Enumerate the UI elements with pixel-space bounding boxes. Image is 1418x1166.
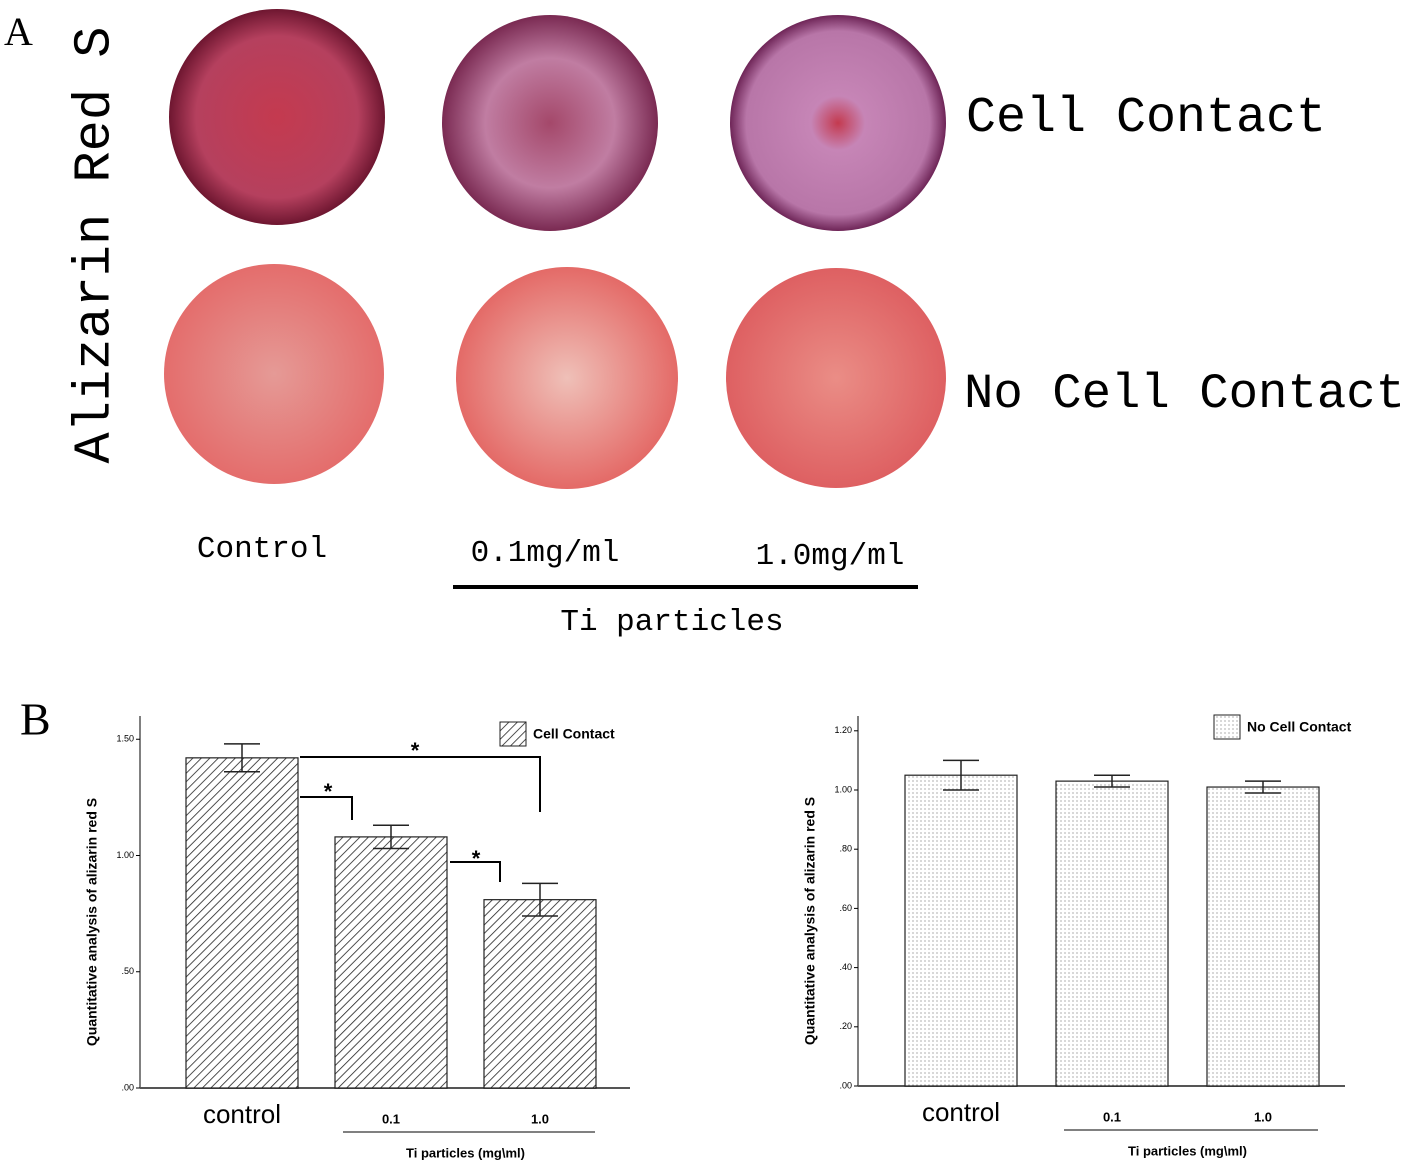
legend-swatch xyxy=(499,721,527,747)
y-tick-label: .80 xyxy=(839,844,852,854)
well-photo xyxy=(730,15,946,231)
y-axis-title: Quantitative analysis of alizarin red S xyxy=(84,798,100,1046)
significance-label: * xyxy=(324,779,333,804)
group-label: Ti particles xyxy=(560,605,783,640)
y-tick-label: .40 xyxy=(839,962,852,972)
well-photo xyxy=(442,15,658,231)
well-photo xyxy=(456,267,678,489)
error-bar xyxy=(1245,780,1281,794)
significance-label: * xyxy=(472,846,481,871)
y-tick-label: .50 xyxy=(121,966,134,976)
y-tick-label: .20 xyxy=(839,1021,852,1031)
legend-label: No Cell Contact xyxy=(1247,719,1352,735)
y-tick-label: .00 xyxy=(121,1082,134,1092)
bar xyxy=(483,899,597,1089)
bar xyxy=(334,836,448,1089)
significance-label: * xyxy=(411,738,420,763)
column-label: Control xyxy=(197,532,327,567)
panel-label: A xyxy=(4,9,33,54)
legend-swatch xyxy=(1213,714,1241,740)
error-bar xyxy=(943,759,979,791)
legend-label: Cell Contact xyxy=(533,726,615,742)
x-tick-label: 0.1 xyxy=(1103,1109,1121,1124)
bar xyxy=(1055,780,1169,1087)
y-tick-label: .60 xyxy=(839,903,852,913)
significance-bracket xyxy=(300,756,541,812)
y-tick-label: 1.00 xyxy=(116,850,134,860)
y-tick-label: .00 xyxy=(839,1080,852,1090)
significance-bracket xyxy=(450,861,501,882)
x-tick-label: 1.0 xyxy=(1254,1109,1272,1124)
y-tick-label: 1.50 xyxy=(116,734,134,744)
x-tick-label: 0.1 xyxy=(382,1111,400,1126)
bar xyxy=(185,757,299,1089)
well-photo xyxy=(169,9,385,225)
error-bar xyxy=(522,882,558,917)
x-tick-label: control xyxy=(203,1099,281,1129)
column-label: 1.0mg/ml xyxy=(756,539,905,574)
column-label: 0.1mg/ml xyxy=(471,536,620,571)
y-axis-title: Quantitative analysis of alizarin red S xyxy=(802,797,818,1045)
bar xyxy=(904,774,1018,1087)
x-axis-title: Ti particles (mg\ml) xyxy=(1128,1143,1247,1158)
well-photo xyxy=(726,268,946,488)
error-bar xyxy=(1094,774,1130,788)
significance-bracket xyxy=(300,796,353,820)
stain-label: Alizarin Red S xyxy=(66,27,125,464)
panel-label: B xyxy=(20,694,51,745)
row-label: Cell Contact xyxy=(966,90,1326,147)
y-tick-label: 1.20 xyxy=(834,725,852,735)
x-tick-label: control xyxy=(922,1097,1000,1127)
y-tick-label: 1.00 xyxy=(834,784,852,794)
x-axis-title: Ti particles (mg\ml) xyxy=(406,1145,525,1160)
x-tick-label: 1.0 xyxy=(531,1111,549,1126)
error-bar xyxy=(224,743,260,773)
row-label: No Cell Contact xyxy=(964,366,1405,422)
bar xyxy=(1206,786,1320,1087)
error-bar xyxy=(373,824,409,850)
well-photo xyxy=(164,264,384,484)
